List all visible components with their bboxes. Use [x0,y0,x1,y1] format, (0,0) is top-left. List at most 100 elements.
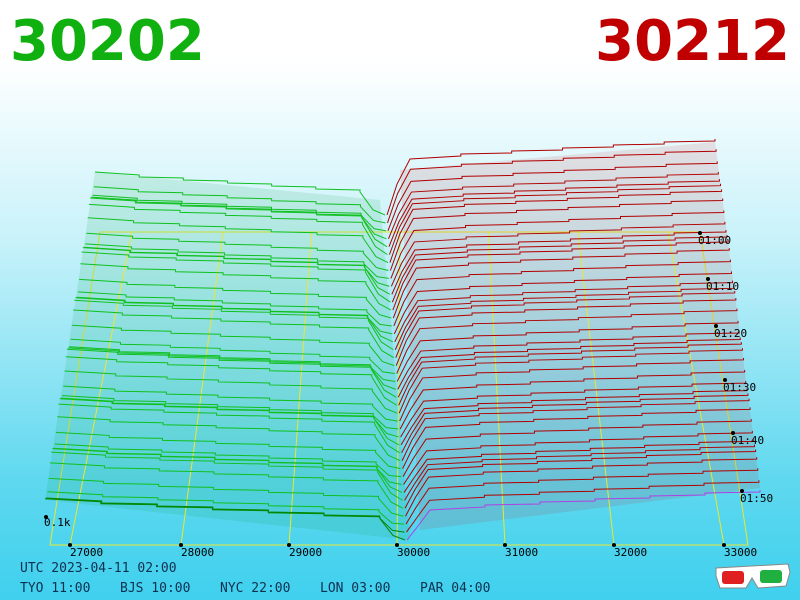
bid-depth-line [65,356,397,406]
time-label: 01:20 [714,327,747,340]
price-tick [395,543,399,547]
time-label: 01:50 [740,492,773,505]
zone-time: BJS 10:00 [120,581,190,596]
zone-time: LON 03:00 [320,581,390,596]
bid-depth-line [81,251,391,303]
bid-depth-line [75,297,394,343]
price-label: 33000 [724,546,757,559]
bid-depth-line [44,498,406,541]
price-tick [68,543,72,547]
ask-depth-line [404,449,757,509]
bid-depth-line [55,431,401,470]
ask-depth-line [393,271,732,335]
bid-depth-line [86,232,389,271]
utc-time: UTC 2023-04-11 02:00 [20,561,177,576]
bid-depth-line [79,278,392,319]
ask-depth-line [399,370,746,430]
bid-depth-line [48,477,404,517]
price-grid-line [488,231,506,546]
ask-depth-line [403,439,754,493]
price-label: 31000 [505,546,538,559]
ask-depth-line [398,348,743,414]
depth-scale-label: 0.1k [44,516,71,529]
ask-depth-line [403,430,753,485]
time-label: 01:40 [731,434,764,447]
bid-depth-line [51,451,403,501]
bid-depth-line [94,171,386,216]
bid-depth-line [64,370,398,414]
bid-depth-line [77,291,392,327]
bid-depth-line [82,247,391,295]
ask-depth-line [397,331,740,390]
ask-depth-line [393,259,731,327]
bid-depth-line [47,491,405,525]
zone-time: TYO 11:00 [20,581,90,596]
bid-depth-line [92,194,387,232]
time-label: 01:00 [698,234,731,247]
ask-depth-line [389,189,723,263]
price-tick [287,543,291,547]
bid-depth-line [59,398,400,446]
ask-depth-line [402,407,751,469]
ask-depth-line [386,139,716,216]
ask-depth-line [405,457,758,517]
ask-depth-line [391,230,727,295]
ask-depth-line [390,221,726,287]
ask-depth-line [406,489,761,541]
time-tick [714,324,718,328]
ask-depth-line [390,210,725,279]
ask-depth-line [387,149,717,224]
time-tick [723,378,727,382]
ask-depth-line [396,320,739,382]
bid-depth-line [85,243,389,279]
time-tick [731,431,735,435]
price-label: 27000 [70,546,103,559]
bid-depth-line [93,186,386,224]
stereo-glasses-icon [715,563,791,589]
bid-depth-line [57,416,401,462]
ask-depth-line [402,419,752,477]
bid-depth-line [52,448,403,493]
bid-depth-line [74,299,394,351]
ask-depth-line [391,235,728,303]
ask-depth-line [392,240,729,311]
zone-time: PAR 04:00 [420,581,490,596]
ask-price: 30212 [595,9,790,74]
ask-depth-line [400,388,748,446]
ask-depth-line [397,337,741,398]
ask-depth-line [394,286,735,350]
ask-depth-line [388,172,719,239]
time-zones: TYO 11:00 BJS 10:00 NYC 22:00 LON 03:00 PAR … [20,581,490,596]
ask-depth-line [400,381,747,438]
price-tick [722,543,726,547]
bid-depth-line [71,324,395,367]
ask-area [400,142,760,530]
zone-time: NYC 22:00 [220,581,290,596]
ask-depth-line [399,357,745,422]
bid-depth-line [58,403,400,454]
ask-depth-line [387,161,718,232]
price-grid-line [577,231,615,546]
ask-depth-line [394,280,734,343]
bid-depth-line [87,217,389,264]
bid-depth-line [80,263,392,311]
ask-depth-line [395,297,737,366]
ask-depth-line [398,342,742,406]
ask-depth-line [395,290,736,358]
price-label: 28000 [181,546,214,559]
bid-price: 30202 [10,9,205,74]
depth-lines [44,139,761,541]
axis-labels: 27000 28000 29000 30000 31000 32000 33000 01:00… [44,231,773,559]
bid-depth-line [70,338,395,375]
ask-depth-line [388,179,720,247]
time-tick [706,277,710,281]
ask-depth-line [401,393,749,454]
price-grid-line [180,231,224,546]
time-label: 01:30 [723,381,756,394]
time-label: 01:10 [706,280,739,293]
bid-depth-line [54,443,402,478]
price-tick [179,543,183,547]
bid-depth-line [63,385,398,422]
ask-depth-line [392,248,730,319]
